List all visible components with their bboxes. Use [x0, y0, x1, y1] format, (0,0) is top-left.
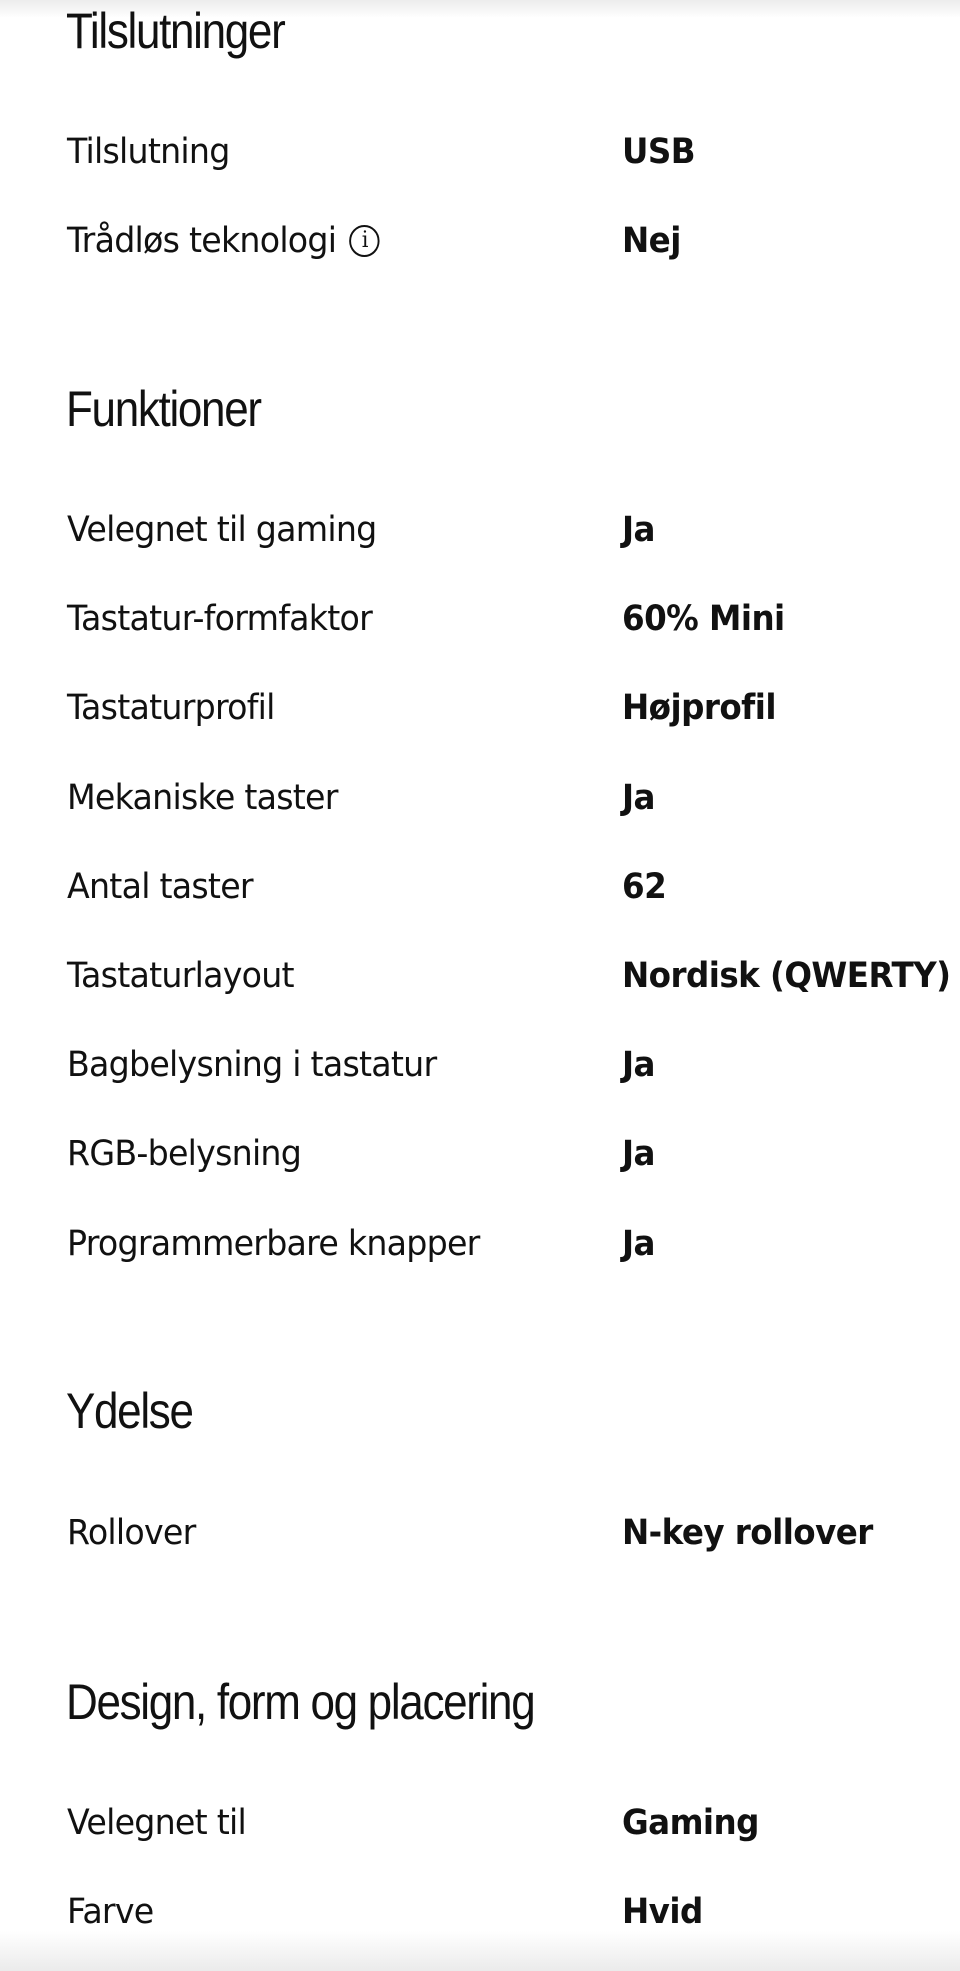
spec-row: Tastaturlayout Nordisk (QWERTY)	[0, 956, 960, 1006]
spec-value: 60% Mini	[622, 599, 785, 639]
spec-value: USB	[622, 132, 696, 172]
spec-label: Tilslutning	[67, 132, 230, 172]
spec-label: RGB-belysning	[67, 1134, 302, 1174]
section-heading-design: Design, form og placering	[66, 1674, 536, 1730]
spec-label-text: Trådløs teknologi	[67, 221, 337, 261]
spec-row: Mekaniske taster Ja	[0, 778, 960, 828]
section-heading-ydelse: Ydelse	[66, 1383, 194, 1439]
spec-value: Ja	[622, 1134, 656, 1174]
spec-value: Ja	[622, 1224, 656, 1264]
spec-label: Rollover	[67, 1513, 196, 1553]
spec-row: Tastatur-formfaktor 60% Mini	[0, 599, 960, 649]
spec-value: Hvid	[622, 1892, 703, 1932]
spec-row: Tastaturprofil Højprofil	[0, 688, 960, 738]
spec-value: Nej	[622, 221, 681, 261]
spec-label: Trådløs teknologi i	[67, 221, 380, 261]
spec-value: 62	[622, 867, 667, 907]
spec-row: Antal taster 62	[0, 867, 960, 917]
spec-label: Mekaniske taster	[67, 778, 338, 818]
spec-row: Programmerbare knapper Ja	[0, 1224, 960, 1274]
spec-label: Bagbelysning i tastatur	[67, 1045, 437, 1085]
spec-value: Nordisk (QWERTY)	[622, 956, 951, 996]
spec-label: Tastaturprofil	[67, 688, 275, 728]
spec-row: Bagbelysning i tastatur Ja	[0, 1045, 960, 1095]
spec-label: Velegnet til	[67, 1803, 247, 1843]
spec-value: Ja	[622, 510, 656, 550]
spec-row: Rollover N-key rollover	[0, 1513, 960, 1563]
spec-label: Antal taster	[67, 867, 254, 907]
spec-label: Programmerbare knapper	[67, 1224, 480, 1264]
spec-label: Velegnet til gaming	[67, 510, 377, 550]
spec-value: N-key rollover	[622, 1513, 873, 1553]
spec-row: Tilslutning USB	[0, 132, 960, 182]
spec-row: Velegnet til Gaming	[0, 1803, 960, 1853]
spec-value: Gaming	[622, 1803, 759, 1843]
spec-value: Ja	[622, 1045, 656, 1085]
top-shadow	[0, 0, 960, 18]
spec-value: Ja	[622, 778, 656, 818]
spec-label: Farve	[67, 1892, 154, 1932]
spec-row: RGB-belysning Ja	[0, 1134, 960, 1184]
spec-value: Højprofil	[622, 688, 776, 728]
section-heading-funktioner: Funktioner	[66, 381, 262, 437]
section-heading-tilslutninger: Tilslutninger	[66, 3, 286, 59]
info-circle-icon[interactable]: i	[349, 225, 380, 257]
spec-row: Trådløs teknologi i Nej	[0, 221, 960, 271]
spec-row: Velegnet til gaming Ja	[0, 510, 960, 560]
spec-label: Tastaturlayout	[67, 956, 295, 996]
spec-row: Farve Hvid	[0, 1892, 960, 1942]
bottom-shadow	[0, 1931, 960, 1971]
spec-label: Tastatur-formfaktor	[67, 599, 373, 639]
